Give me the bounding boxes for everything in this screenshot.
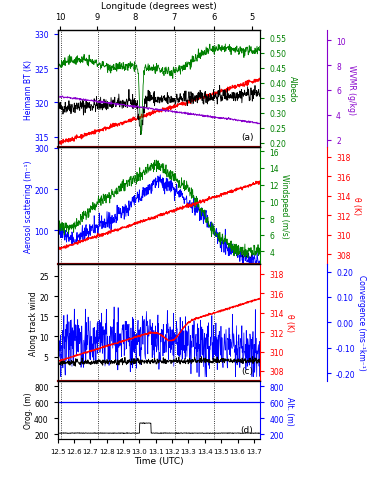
X-axis label: Time (UTC): Time (UTC) [134, 456, 184, 465]
Y-axis label: Orog. (m): Orog. (m) [23, 392, 33, 428]
Y-axis label: θ (K): θ (K) [352, 197, 361, 215]
Text: (a): (a) [241, 133, 253, 142]
Text: (d): (d) [241, 426, 253, 434]
Y-axis label: Along track wind: Along track wind [29, 290, 38, 355]
Text: (c): (c) [241, 366, 253, 375]
Y-axis label: WVMR (g/kg): WVMR (g/kg) [347, 64, 356, 114]
Text: (b): (b) [241, 250, 253, 259]
Y-axis label: Windspeed (m/s): Windspeed (m/s) [280, 174, 289, 239]
Y-axis label: Aerosol scattering (m⁻¹): Aerosol scattering (m⁻¹) [23, 160, 33, 252]
Y-axis label: θ (K): θ (K) [285, 313, 294, 332]
X-axis label: Longitude (degrees west): Longitude (degrees west) [101, 2, 217, 11]
Y-axis label: Heimann BT (K): Heimann BT (K) [23, 60, 33, 120]
Y-axis label: Convergence (ms⁻¹km⁻¹): Convergence (ms⁻¹km⁻¹) [357, 275, 366, 371]
Y-axis label: Alt. (m): Alt. (m) [285, 396, 295, 424]
Y-axis label: Albedo: Albedo [288, 76, 297, 103]
